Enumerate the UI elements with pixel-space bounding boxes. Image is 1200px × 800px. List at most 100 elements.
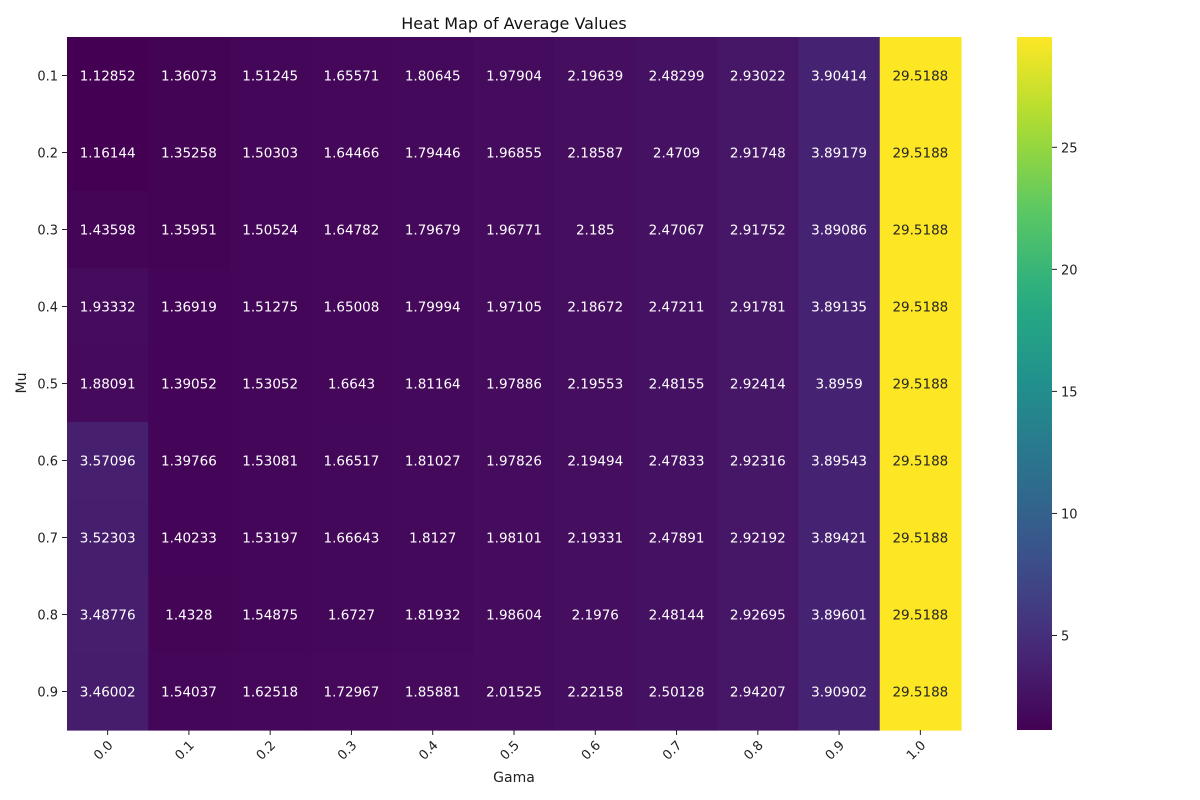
cell-value-label: 1.6643 xyxy=(328,377,375,393)
cell-value-label: 2.47067 xyxy=(649,223,705,239)
heatmap-cell xyxy=(229,422,312,500)
cell-value-label: 3.90902 xyxy=(811,685,867,701)
heatmap-cell xyxy=(717,37,800,115)
heatmap-cell xyxy=(229,345,312,423)
cell-value-label: 2.93022 xyxy=(730,69,786,85)
cell-value-label: 2.50128 xyxy=(649,685,705,701)
heatmap-cell xyxy=(310,499,393,577)
cell-value-label: 3.89421 xyxy=(811,531,867,547)
cell-value-label: 2.48155 xyxy=(649,377,705,393)
cell-value-label: 3.89601 xyxy=(811,608,867,624)
chart-title: Heat Map of Average Values xyxy=(401,14,626,33)
cell-value-label: 2.92192 xyxy=(730,531,786,547)
heatmap-cell xyxy=(229,499,312,577)
cell-value-label: 1.64782 xyxy=(324,223,380,239)
cell-value-label: 1.54875 xyxy=(242,608,298,624)
heatmap-cell xyxy=(879,499,962,577)
cell-value-label: 1.96771 xyxy=(486,223,542,239)
cell-value-label: 1.97826 xyxy=(486,454,542,470)
heatmap-cell xyxy=(635,345,718,423)
cell-value-label: 1.53197 xyxy=(242,531,298,547)
cell-value-label: 3.89543 xyxy=(811,454,867,470)
heatmap-cell xyxy=(148,268,231,346)
heatmap-cell xyxy=(717,114,800,192)
y-tick-label: 0.3 xyxy=(37,224,58,239)
heatmap-cell xyxy=(310,37,393,115)
heatmap-cell xyxy=(392,422,474,500)
heatmap-cell xyxy=(635,499,718,577)
cell-value-label: 2.92414 xyxy=(730,377,786,393)
heatmap-cell xyxy=(310,653,393,731)
heatmap-cell xyxy=(148,191,231,269)
cell-value-label: 1.64466 xyxy=(324,146,380,162)
cell-value-label: 1.36073 xyxy=(161,69,217,85)
cell-value-label: 1.65571 xyxy=(324,69,380,85)
heatmap-cell xyxy=(635,422,718,500)
heatmap-cell xyxy=(67,653,149,731)
heatmap-cell xyxy=(229,37,312,115)
heatmap-cell xyxy=(67,576,149,654)
cell-value-label: 3.8959 xyxy=(815,377,862,393)
heatmap-cell xyxy=(67,268,149,346)
cell-value-label: 1.65008 xyxy=(324,300,380,316)
cell-value-label: 1.35951 xyxy=(161,223,217,239)
heatmap-cell xyxy=(310,268,393,346)
cell-value-label: 3.89086 xyxy=(811,223,867,239)
cell-value-label: 1.81932 xyxy=(405,608,461,624)
cell-value-label: 29.5188 xyxy=(892,223,948,239)
cell-value-label: 2.4709 xyxy=(653,146,700,162)
heatmap-cell xyxy=(879,37,962,115)
cell-value-label: 29.5188 xyxy=(892,531,948,547)
cell-value-label: 3.48776 xyxy=(80,608,136,624)
cell-value-label: 29.5188 xyxy=(892,454,948,470)
heatmap-cell xyxy=(67,422,149,500)
cell-value-label: 1.66517 xyxy=(324,454,380,470)
cell-value-label: 3.46002 xyxy=(80,685,136,701)
cell-value-label: 2.18672 xyxy=(567,300,623,316)
heatmap-cell xyxy=(798,653,881,731)
heatmap-cell xyxy=(879,114,962,192)
heatmap-cell xyxy=(473,114,556,192)
heatmap-cell xyxy=(554,653,637,731)
cell-value-label: 2.185 xyxy=(576,223,615,239)
cell-value-label: 2.48299 xyxy=(649,69,705,85)
cell-value-label: 29.5188 xyxy=(892,300,948,316)
y-axis-ticks: 0.1 0.2 0.3 0.4 0.5 0.6 0.7 0.8 0.9 xyxy=(37,70,67,701)
cell-value-label: 1.51245 xyxy=(242,69,298,85)
cell-value-label: 2.92695 xyxy=(730,608,786,624)
heatmap-cell xyxy=(798,422,881,500)
heatmap-cell xyxy=(554,576,637,654)
cell-value-label: 1.88091 xyxy=(80,377,136,393)
heatmap-cell xyxy=(473,576,556,654)
cell-value-label: 1.16144 xyxy=(80,146,136,162)
heatmap-cell xyxy=(635,191,718,269)
heatmap-cell xyxy=(310,345,393,423)
heatmap-cell xyxy=(879,422,962,500)
y-tick-label: 0.9 xyxy=(37,686,58,701)
heatmap-cell xyxy=(148,37,231,115)
cell-value-label: 1.72967 xyxy=(324,685,380,701)
heatmap-cell xyxy=(798,191,881,269)
heatmap-cell xyxy=(473,37,556,115)
cell-value-label: 2.01525 xyxy=(486,685,542,701)
cell-value-label: 2.47833 xyxy=(649,454,705,470)
heatmap-cell xyxy=(798,345,881,423)
heatmap-cell xyxy=(67,345,149,423)
cell-value-label: 1.53052 xyxy=(242,377,298,393)
colorbar-tick-label: 5 xyxy=(1061,629,1069,644)
cell-value-label: 29.5188 xyxy=(892,685,948,701)
heatmap-cell xyxy=(229,114,312,192)
cell-value-label: 1.50303 xyxy=(242,146,298,162)
heatmap-cell xyxy=(473,191,556,269)
colorbar-tick-label: 15 xyxy=(1061,385,1078,400)
heatmap-cell xyxy=(229,191,312,269)
cell-value-label: 2.48144 xyxy=(649,608,705,624)
colorbar-tick-label: 25 xyxy=(1061,141,1078,156)
x-tick-label: 0.8 xyxy=(741,738,766,763)
heatmap-cell xyxy=(635,268,718,346)
heatmap-cell xyxy=(554,114,637,192)
heatmap-cell xyxy=(229,576,312,654)
heatmap-cell xyxy=(392,114,474,192)
heatmap-cell xyxy=(554,37,637,115)
